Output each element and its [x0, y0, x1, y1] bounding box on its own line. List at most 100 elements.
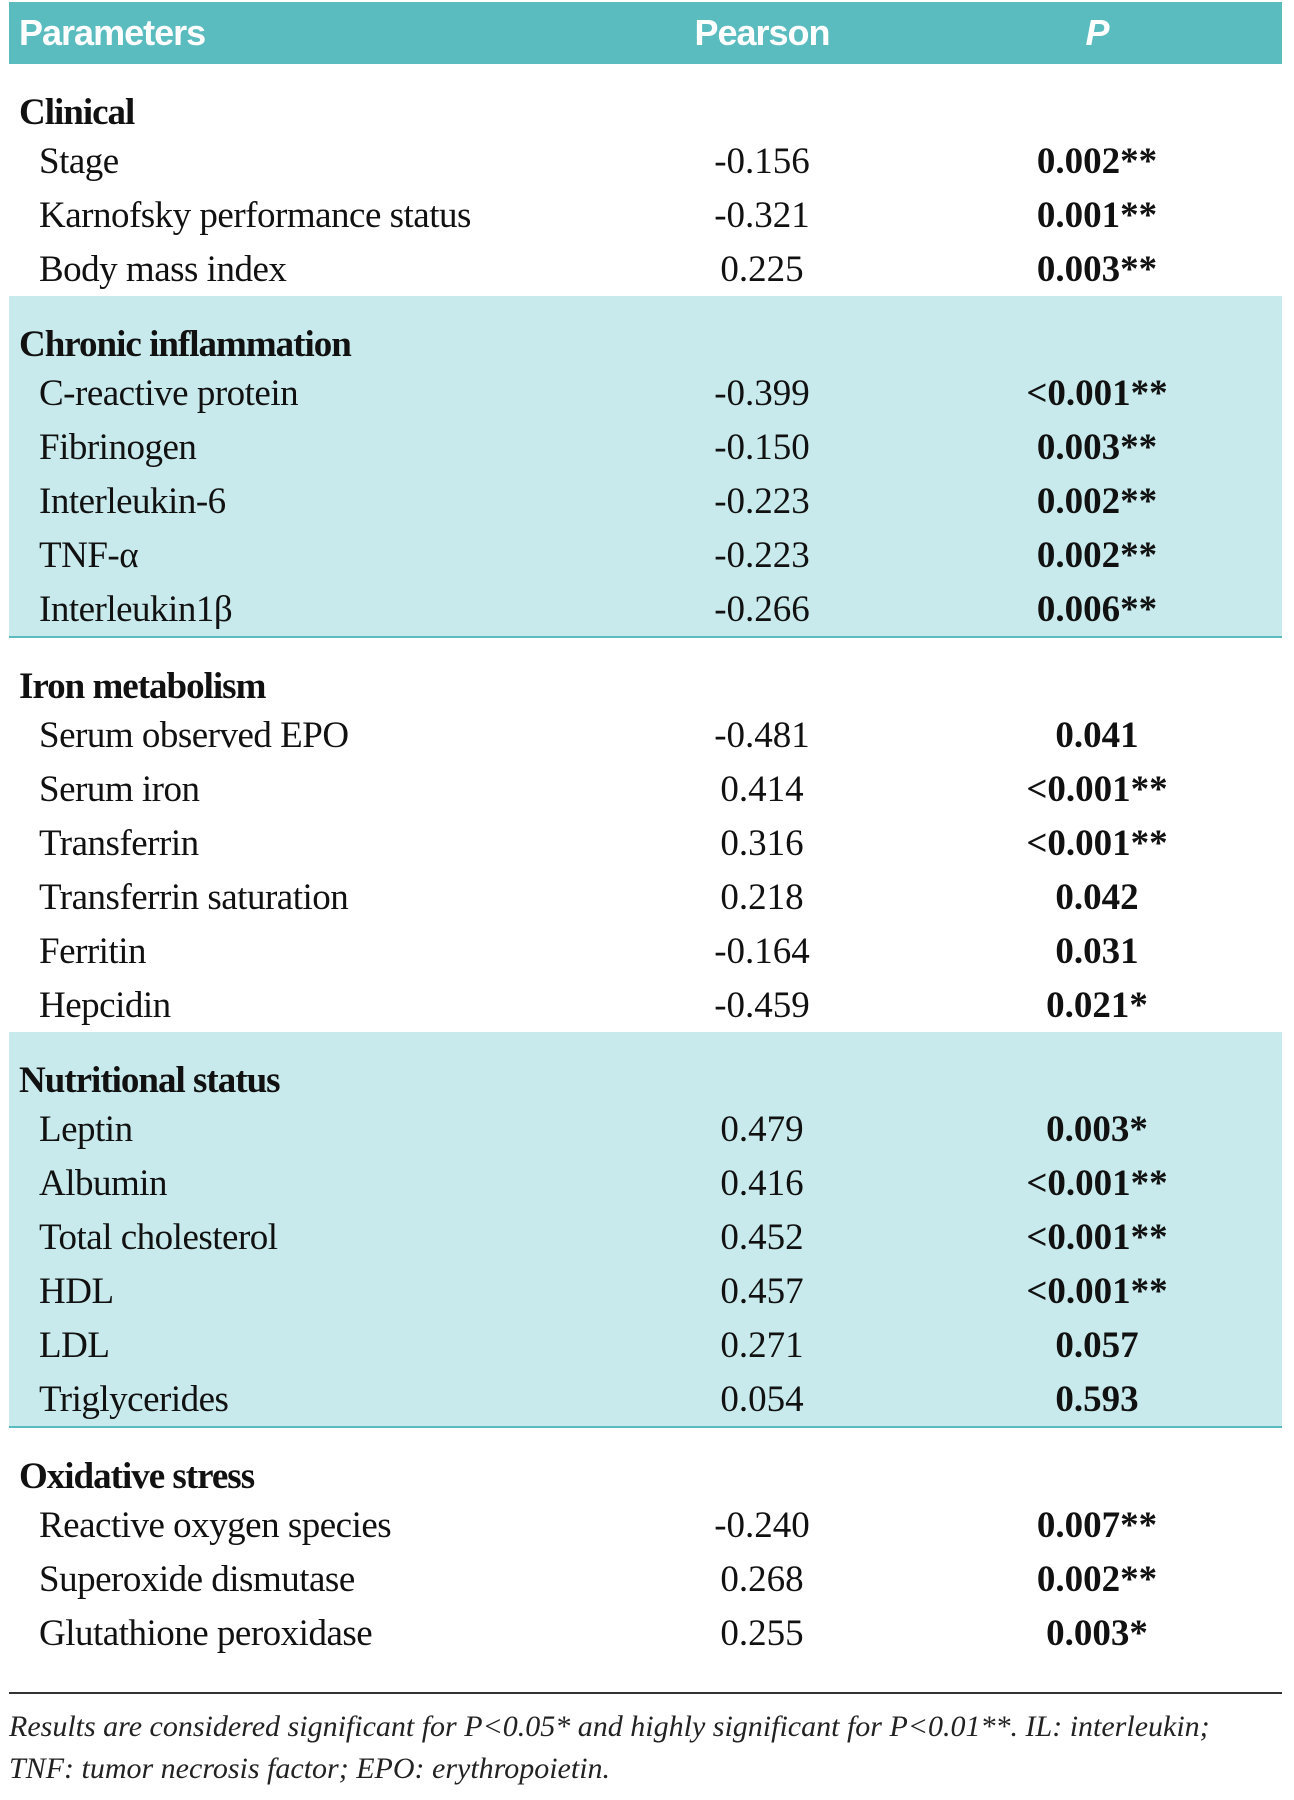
spacer-row — [9, 296, 1282, 306]
parameter: LDL — [9, 1318, 612, 1372]
p-value: 0.003** — [1036, 248, 1158, 290]
parameter: Albumin — [9, 1156, 612, 1210]
pearson: 0.414 — [720, 768, 804, 810]
data-row: Leptin 0.479 0.003* — [9, 1102, 1282, 1156]
pearson: -0.150 — [612, 420, 912, 474]
parameter: Hepcidin — [39, 984, 171, 1026]
data-row: Albumin 0.416 <0.001** — [9, 1156, 1282, 1210]
pearson: -0.240 — [714, 1504, 810, 1546]
p-value: <0.001** — [912, 1210, 1282, 1264]
section-title: Iron metabolism — [19, 666, 266, 707]
parameter: Reactive oxygen species — [39, 1504, 392, 1546]
data-row: Serum observed EPO -0.481 0.041 — [9, 708, 1282, 762]
pearson: 0.225 — [720, 248, 804, 290]
p-value: <0.001** — [912, 1156, 1282, 1210]
footnote: Results are considered significant for P… — [9, 1692, 1282, 1790]
header-cell: P — [912, 2, 1282, 64]
parameter: Interleukin-6 — [9, 474, 612, 528]
parameter: Serum iron — [39, 768, 200, 810]
data-row: Ferritin -0.164 0.031 — [9, 924, 1282, 978]
section-row: Clinical — [9, 74, 1282, 134]
pearson: 0.452 — [612, 1210, 912, 1264]
pearson: -0.223 — [612, 528, 912, 582]
spacer-row — [9, 1427, 1282, 1438]
spacer-row — [9, 637, 1282, 648]
section-row: Iron metabolism — [9, 648, 1282, 708]
pearson: -0.164 — [714, 930, 810, 972]
parameter: Body mass index — [39, 248, 287, 290]
parameter: C-reactive protein — [9, 366, 612, 420]
data-row: Hepcidin -0.459 0.021* — [9, 978, 1282, 1032]
data-row: Stage -0.156 0.002** — [9, 134, 1282, 188]
parameter: Transferrin — [39, 822, 199, 864]
data-row: LDL 0.271 0.057 — [9, 1318, 1282, 1372]
spacer — [9, 296, 1282, 306]
p-value: <0.001** — [1026, 768, 1168, 810]
p-value: 0.002** — [912, 474, 1282, 528]
pearson: 0.271 — [612, 1318, 912, 1372]
section-title: Oxidative stress — [19, 1456, 255, 1497]
pearson: -0.459 — [714, 984, 810, 1026]
spacer-row — [9, 64, 1282, 74]
parameter: Superoxide dismutase — [39, 1558, 355, 1600]
p-value: 0.041 — [1055, 714, 1139, 756]
p-value: 0.002** — [912, 528, 1282, 582]
parameter: Karnofsky performance status — [39, 194, 471, 236]
section-title: Clinical — [19, 92, 135, 133]
spacer — [9, 1032, 1282, 1042]
data-row: Triglycerides 0.054 0.593 — [9, 1372, 1282, 1428]
section-title: Nutritional status — [9, 1042, 1282, 1102]
p-value: 0.006** — [912, 582, 1282, 638]
data-row: Body mass index 0.225 0.003** — [9, 242, 1282, 296]
pearson: -0.399 — [612, 366, 912, 420]
parameter: Triglycerides — [9, 1372, 612, 1428]
header-row: Parameters Pearson P — [9, 2, 1282, 64]
pearson: 0.054 — [612, 1372, 912, 1428]
pearson: 0.268 — [720, 1558, 804, 1600]
section-title: Chronic inflammation — [9, 306, 1282, 366]
data-row: Glutathione peroxidase 0.255 0.003* — [9, 1606, 1282, 1660]
pearson: -0.321 — [714, 194, 810, 236]
p-value: <0.001** — [1026, 822, 1168, 864]
p-value: 0.031 — [1055, 930, 1139, 972]
p-value: 0.002** — [1036, 1558, 1158, 1600]
parameter: HDL — [9, 1264, 612, 1318]
p-value: 0.003** — [912, 420, 1282, 474]
data-row: Serum iron 0.414 <0.001** — [9, 762, 1282, 816]
p-value: <0.001** — [912, 366, 1282, 420]
pearson: 0.416 — [612, 1156, 912, 1210]
p-value: <0.001** — [912, 1264, 1282, 1318]
parameter: Serum observed EPO — [39, 714, 349, 756]
p-value: 0.003* — [1046, 1612, 1148, 1654]
parameter: Stage — [39, 140, 119, 182]
parameter: Glutathione peroxidase — [39, 1612, 373, 1654]
data-row: Transferrin 0.316 <0.001** — [9, 816, 1282, 870]
data-row: Karnofsky performance status -0.321 0.001*… — [9, 188, 1282, 242]
data-row: Interleukin1β -0.266 0.006** — [9, 582, 1282, 638]
p-value: 0.593 — [912, 1372, 1282, 1428]
p-value: 0.003* — [912, 1102, 1282, 1156]
pearson: -0.266 — [612, 582, 912, 638]
header-cell: Pearson — [612, 2, 912, 64]
p-value: 0.021* — [1046, 984, 1148, 1026]
data-row: Transferrin saturation 0.218 0.042 — [9, 870, 1282, 924]
parameter: Ferritin — [39, 930, 146, 972]
pearson: 0.316 — [720, 822, 804, 864]
spacer — [9, 64, 1282, 74]
parameter: Leptin — [9, 1102, 612, 1156]
pearson: 0.255 — [720, 1612, 804, 1654]
p-value: 0.002** — [1036, 140, 1158, 182]
data-row: Fibrinogen -0.150 0.003** — [9, 420, 1282, 474]
data-row: TNF-α -0.223 0.002** — [9, 528, 1282, 582]
table-header: Parameters Pearson P — [9, 2, 1282, 64]
parameter: Total cholesterol — [9, 1210, 612, 1264]
section-row: Oxidative stress — [9, 1438, 1282, 1498]
header-cell: Parameters — [9, 2, 612, 64]
data-row: HDL 0.457 <0.001** — [9, 1264, 1282, 1318]
pearson: -0.156 — [714, 140, 810, 182]
p-value: 0.042 — [1055, 876, 1139, 918]
table-body: Clinical Stage -0.156 0.002** Karnofsky perf… — [9, 64, 1282, 1660]
data-row: Reactive oxygen species -0.240 0.007** — [9, 1498, 1282, 1552]
spacer-row — [9, 1032, 1282, 1042]
